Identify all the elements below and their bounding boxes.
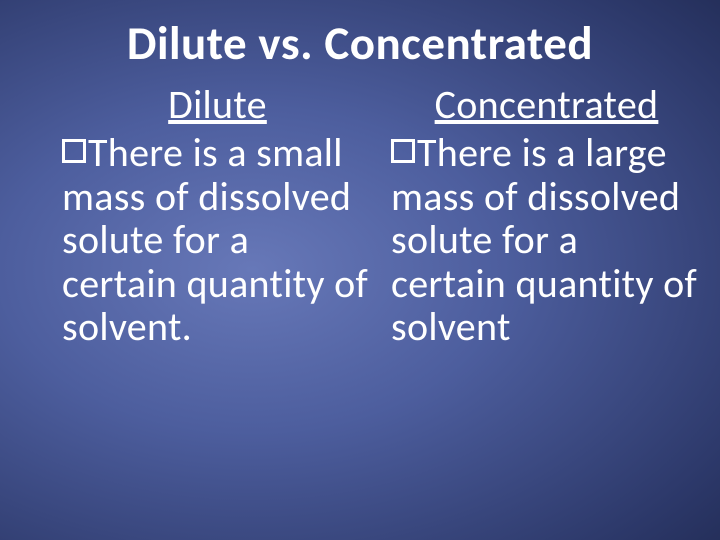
left-heading: Dilute — [62, 80, 373, 129]
column-left: Dilute There is a small mass of dissolve… — [62, 80, 373, 349]
bullet-icon — [62, 139, 86, 163]
columns: Dilute There is a small mass of dissolve… — [62, 80, 702, 349]
slide-title: Dilute vs. Concentrated — [0, 14, 720, 72]
left-body-text: There is a small mass of dissolved solut… — [62, 128, 368, 351]
right-body-text: There is a large mass of dissolved solut… — [391, 128, 697, 351]
right-body: There is a large mass of dissolved solut… — [391, 131, 702, 349]
right-heading: Concentrated — [391, 80, 702, 129]
bullet-icon — [391, 139, 415, 163]
column-right: Concentrated There is a large mass of di… — [391, 80, 702, 349]
left-body: There is a small mass of dissolved solut… — [62, 131, 373, 349]
slide: Dilute vs. Concentrated Dilute There is … — [0, 0, 720, 540]
